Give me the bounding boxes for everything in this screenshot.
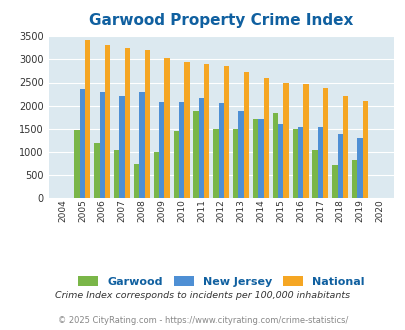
Bar (224, 66, 229, 198)
Bar (179, 102, 184, 198)
Bar (297, 127, 303, 198)
Bar (159, 102, 164, 198)
Bar (252, 119, 258, 198)
Bar (139, 92, 144, 198)
Title: Garwood Property Crime Index: Garwood Property Crime Index (89, 13, 353, 28)
Bar (317, 127, 322, 198)
Bar (144, 50, 149, 198)
Bar (85, 40, 90, 198)
Bar (114, 150, 119, 198)
Bar (153, 152, 159, 198)
Bar (193, 111, 198, 198)
Bar (272, 113, 277, 198)
Bar (74, 130, 79, 198)
Bar (218, 103, 224, 198)
Bar (213, 129, 218, 198)
Bar (351, 160, 356, 198)
Bar (124, 48, 130, 198)
Bar (356, 138, 362, 198)
Bar (198, 98, 204, 198)
Text: © 2025 CityRating.com - https://www.cityrating.com/crime-statistics/: © 2025 CityRating.com - https://www.city… (58, 315, 347, 325)
Bar (104, 45, 110, 198)
Legend: Garwood, New Jersey, National: Garwood, New Jersey, National (74, 272, 368, 291)
Bar (258, 119, 263, 198)
Bar (99, 92, 104, 198)
Bar (263, 78, 268, 198)
Bar (311, 150, 317, 198)
Bar (79, 89, 85, 198)
Bar (238, 111, 243, 198)
Bar (119, 96, 124, 198)
Bar (303, 84, 308, 198)
Bar (173, 131, 179, 198)
Bar (277, 124, 283, 198)
Bar (337, 134, 342, 198)
Bar (342, 96, 347, 198)
Bar (94, 143, 99, 198)
Bar (232, 129, 238, 198)
Bar (283, 83, 288, 198)
Text: Crime Index corresponds to incidents per 100,000 inhabitants: Crime Index corresponds to incidents per… (55, 291, 350, 300)
Bar (322, 88, 328, 198)
Bar (134, 164, 139, 198)
Bar (331, 165, 337, 198)
Bar (204, 64, 209, 198)
Bar (164, 57, 169, 198)
Bar (243, 72, 249, 198)
Bar (292, 129, 297, 198)
Bar (184, 62, 189, 198)
Bar (362, 101, 367, 198)
